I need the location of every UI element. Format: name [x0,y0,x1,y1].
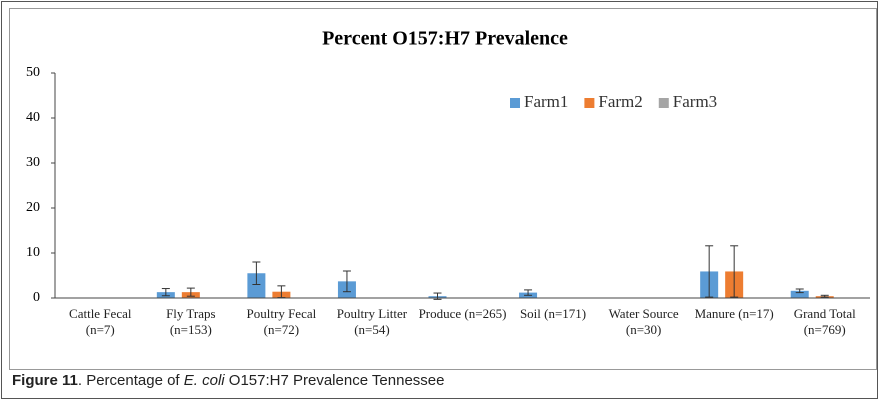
y-tick-label: 30 [26,155,40,170]
chart-title: Percent O157:H7 Prevalence [322,28,568,50]
bar [247,273,266,298]
legend-label: Farm3 [673,92,717,111]
x-tick-label: Poultry Litter (n=54) [336,306,408,337]
x-tick-label: Cattle Fecal (n=7) [69,306,132,337]
caption-label: Figure 11 [12,372,78,389]
y-tick-label: 50 [26,65,40,80]
legend-swatch [510,98,520,108]
caption-text: O157:H7 Prevalence Tennessee [224,372,445,389]
error-bar [252,261,261,285]
x-tick-label: Fly Traps (n=153) [166,306,216,337]
error-bar [820,294,829,298]
error-bar [161,288,170,297]
chart-box [9,8,877,370]
caption: Figure 11. Percentage of E. coli O157:H7… [12,372,445,389]
x-tick-label: Grand Total (n=769) [793,306,856,337]
caption-text: . Percentage of [77,372,184,389]
y-tick-label: 10 [26,245,40,260]
x-tick-label: Water Source (n=30) [608,306,679,337]
error-bar [795,288,804,294]
error-bar [342,270,351,293]
error-bar [705,245,714,298]
chart: Percent O157:H7 Prevalence 0 10 20 30 40 50 Fa… [26,28,870,305]
x-tick-label: Poultry Fecal (n=72) [246,306,317,337]
error-bar [186,287,195,297]
x-tick-label: Soil (n=171) [519,306,587,321]
error-bar [524,289,533,296]
legend-label: Farm1 [524,92,568,111]
error-bar [730,245,739,298]
y-tick-label: 40 [26,110,40,125]
bar [790,290,809,298]
legend-swatch [658,98,669,108]
caption-italic: E. coli [183,372,225,389]
legend-swatch [584,98,595,108]
x-tick-label: Produce (n=265) [418,306,507,321]
y-tick-label: 20 [26,200,40,215]
x-tick-label: Manure (n=17) [694,306,774,321]
y-tick-label: 0 [33,290,40,305]
legend-label: Farm2 [598,92,642,111]
